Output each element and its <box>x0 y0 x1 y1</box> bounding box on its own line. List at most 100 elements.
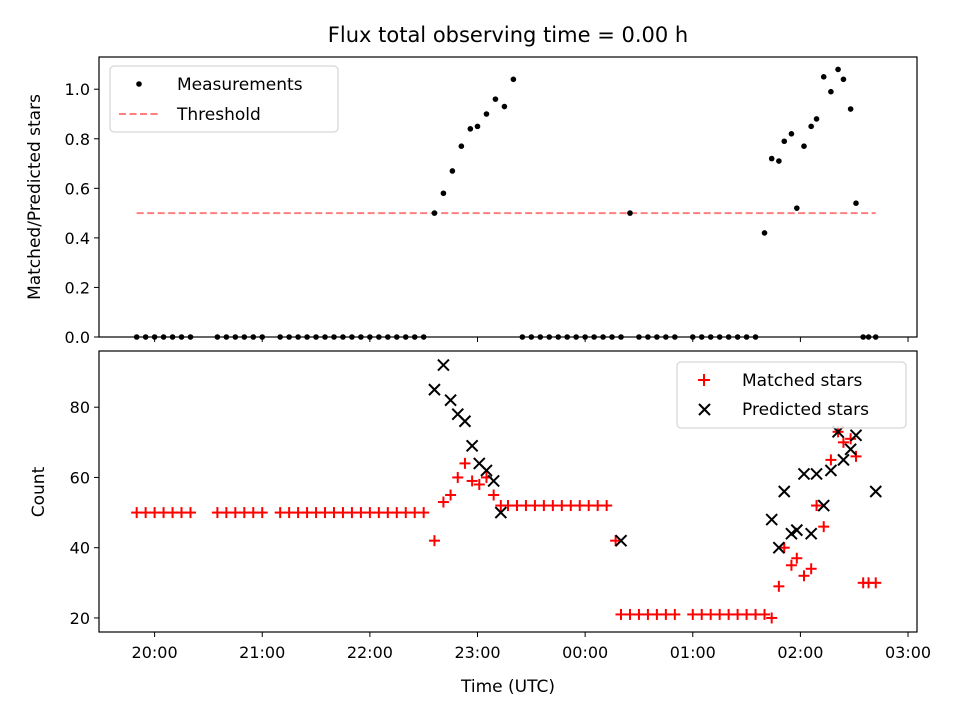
ratio-y-tick-label: 0.2 <box>65 278 90 297</box>
count-y-tick-label: 40 <box>70 539 90 558</box>
measurement-point <box>223 334 230 340</box>
matched-point <box>870 577 882 589</box>
measurement-point <box>801 143 807 150</box>
measurement-point <box>872 334 879 340</box>
count-legend-frame <box>676 361 907 429</box>
measurement-point <box>828 88 834 95</box>
matched-point <box>798 570 810 582</box>
measurement-point <box>752 334 759 340</box>
matched-point <box>256 507 268 519</box>
measurement-point <box>768 155 775 162</box>
measurement-point <box>564 334 570 340</box>
matched-point <box>452 471 464 483</box>
predicted-point <box>837 453 850 467</box>
measurement-point <box>322 334 328 340</box>
ratio-panel: 0.0 0.2 0.4 0.6 0.8 1.0 Matched/Predicted sta… <box>25 56 918 347</box>
measurement-point <box>519 334 526 340</box>
legend-threshold-label: Threshold <box>176 105 261 125</box>
measurement-point <box>663 334 669 340</box>
measurement-point <box>716 334 723 340</box>
legend-predicted-label: Predicted stars <box>742 400 869 420</box>
measurement-point <box>474 123 481 130</box>
measurement-point <box>331 334 337 340</box>
measurement-point <box>313 334 319 340</box>
measurement-point <box>214 334 221 340</box>
matched-point <box>184 507 196 519</box>
measurement-point <box>555 334 562 340</box>
measurement-point <box>178 334 185 340</box>
measurement-point <box>808 123 814 130</box>
predicted-point <box>458 415 472 428</box>
measurement-point <box>847 106 854 112</box>
measurement-point <box>813 116 820 122</box>
matched-point <box>850 450 862 462</box>
count-legend: Matched stars Predicted stars <box>676 361 907 429</box>
matched-point <box>811 500 823 512</box>
ratio-legend: Measurements Threshold <box>109 65 339 133</box>
ratio-legend-frame <box>109 65 339 133</box>
measurement-point <box>788 131 795 137</box>
matched-point <box>610 535 622 547</box>
measurement-point <box>160 334 167 340</box>
predicted-point <box>869 485 882 498</box>
measurement-point <box>440 190 447 197</box>
measurement-point <box>636 334 642 340</box>
measurement-point <box>169 334 176 340</box>
measurement-point <box>698 334 705 340</box>
measurement-point <box>232 334 239 340</box>
measurement-point <box>295 334 301 340</box>
matched-point <box>791 552 803 564</box>
matched-point <box>601 500 613 512</box>
predicted-point <box>765 513 778 526</box>
matched-point <box>773 580 785 592</box>
measurement-point <box>510 76 517 83</box>
measurement-point <box>840 76 847 83</box>
predicted-point <box>494 506 508 519</box>
measurement-point <box>672 334 678 340</box>
matched-point <box>825 454 837 466</box>
matched-point <box>428 535 440 547</box>
ratio-y-tick-label: 0.8 <box>65 130 90 149</box>
measurement-point <box>725 334 732 340</box>
predicted-point <box>487 474 500 488</box>
matched-point <box>778 542 790 554</box>
measurement-point <box>393 334 400 340</box>
measurement-point <box>761 230 768 236</box>
matched-point <box>418 507 430 519</box>
matched-point <box>766 612 778 624</box>
x-tick-label: 20:00 <box>132 643 178 662</box>
measurement-point <box>794 205 800 211</box>
x-tick-label: 01:00 <box>670 643 716 662</box>
measurement-point <box>142 334 149 340</box>
x-tick-label: 23:00 <box>454 643 500 662</box>
predicted-point <box>824 464 838 477</box>
measurement-point <box>865 334 872 340</box>
predicted-point <box>614 534 628 547</box>
measurement-point <box>376 334 382 340</box>
measurement-point <box>458 143 465 150</box>
matched-point <box>805 563 817 575</box>
measurement-point <box>241 334 248 340</box>
measurement-point <box>546 334 553 340</box>
predicted-point <box>480 464 493 477</box>
measurement-point <box>385 334 391 340</box>
measurement-point <box>420 334 427 340</box>
measurement-point <box>853 200 859 206</box>
measurement-point <box>483 111 490 117</box>
legend-matched-marker <box>698 374 710 386</box>
measurement-point <box>277 334 283 340</box>
legend-predicted-marker <box>698 403 711 416</box>
measurement-point <box>645 334 651 340</box>
x-tick-label: 00:00 <box>562 643 608 662</box>
measurement-point <box>707 334 714 340</box>
measurement-point <box>133 334 140 340</box>
measurement-point <box>600 334 606 340</box>
predicted-point <box>437 358 450 372</box>
measurement-point <box>340 334 346 340</box>
ratio-y-axis-label: Matched/Predicted stars <box>25 94 45 300</box>
count-y-axis-label: Count <box>29 466 49 517</box>
measurement-point <box>250 334 257 340</box>
measurement-point <box>627 210 633 216</box>
measurement-point <box>449 168 456 174</box>
